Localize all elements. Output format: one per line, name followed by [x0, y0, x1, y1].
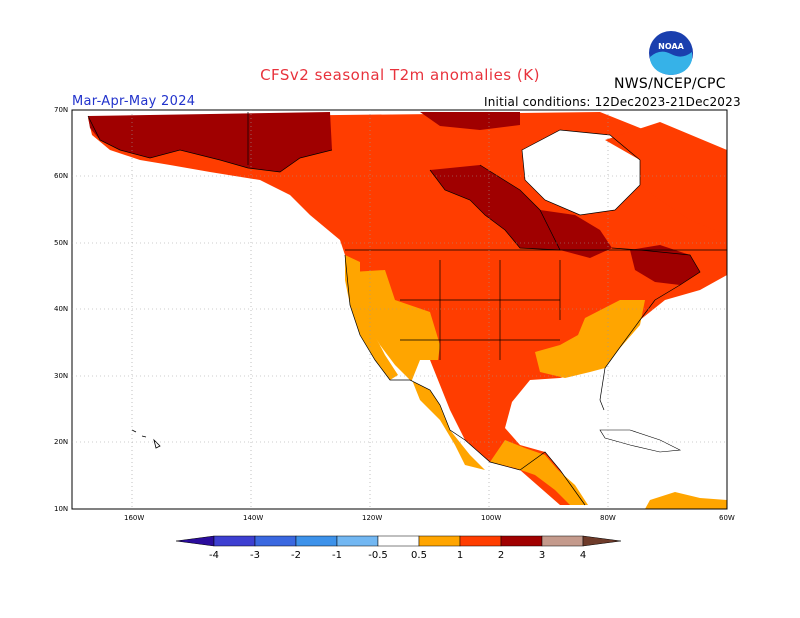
greenland-nodata: [522, 130, 640, 215]
graticule: [72, 110, 727, 509]
initial-conditions-label: Initial conditions: 12Dec2023-21Dec2023: [484, 95, 741, 109]
colorbar-label: -0.5: [368, 550, 388, 561]
lat-label: 50N: [54, 239, 68, 247]
lon-label: 140W: [243, 514, 263, 522]
colorbar-swatch: [418, 535, 461, 547]
anomaly-fill-layer: [88, 112, 727, 509]
colorbar-swatch: [459, 535, 502, 547]
map-frame: [71, 109, 728, 510]
anomaly-region-labrador: [630, 245, 700, 285]
colorbar: -4 -3 -2 -1 -0.5 0.5 1 2 3 4: [175, 535, 622, 561]
anomaly-region-westcoast: [345, 255, 398, 380]
colorbar-swatch: [254, 535, 297, 547]
lat-label: 20N: [54, 438, 68, 446]
anomaly-region-cuba: [599, 429, 682, 453]
chart-title: CFSv2 seasonal T2m anomalies (K): [260, 66, 540, 84]
colorbar-swatch: [377, 535, 420, 547]
coastline-layer: [87, 112, 727, 506]
colorbar-label: 2: [498, 550, 504, 561]
lat-label: 10N: [54, 505, 68, 513]
lat-label: 40N: [54, 305, 68, 313]
colorbar-label: 1: [457, 550, 463, 561]
season-label: Mar-Apr-May 2024: [72, 94, 196, 109]
colorbar-swatch: [541, 535, 584, 547]
lon-label: 60W: [719, 514, 735, 522]
colorbar-swatch: [500, 535, 543, 547]
hawaii-islands: [131, 429, 161, 449]
lon-label: 160W: [124, 514, 144, 522]
colorbar-swatch: [336, 535, 379, 547]
colorbar-label: -4: [209, 550, 219, 561]
noaa-logo-icon: NOAA: [648, 30, 694, 76]
lon-label: 80W: [600, 514, 616, 522]
colorbar-label: 0.5: [411, 550, 427, 561]
longitude-labels: 160W 140W 120W 100W 80W 60W: [124, 514, 735, 522]
organization-label: NWS/NCEP/CPC: [614, 76, 726, 92]
lat-label: 60N: [54, 172, 68, 180]
anomaly-region-southeast: [535, 300, 645, 378]
latitude-labels: 70N 60N 50N 40N 30N 20N 10N: [54, 106, 68, 513]
anomaly-region-south-america: [645, 492, 727, 509]
colorbar-label: -3: [250, 550, 260, 561]
anomaly-region-arctic: [420, 112, 520, 130]
colorbar-label: 3: [539, 550, 545, 561]
anomaly-region-greenland: [605, 122, 727, 235]
colorbar-label: -1: [332, 550, 342, 561]
anomaly-region-central-america: [490, 440, 588, 505]
anomaly-region-alaska: [88, 112, 332, 172]
anomaly-region-southwest: [352, 270, 485, 470]
anomaly-region-hudson: [430, 165, 612, 258]
lat-label: 30N: [54, 372, 68, 380]
colorbar-swatch: [213, 535, 256, 547]
logo-text: NOAA: [658, 42, 684, 51]
lat-label: 70N: [54, 106, 68, 114]
lon-label: 100W: [481, 514, 501, 522]
colorbar-left-arrow: [175, 535, 215, 547]
colorbar-swatch: [295, 535, 338, 547]
colorbar-label: 4: [580, 550, 586, 561]
colorbar-right-arrow: [582, 535, 622, 547]
lon-label: 120W: [362, 514, 382, 522]
colorbar-label: -2: [291, 550, 301, 561]
